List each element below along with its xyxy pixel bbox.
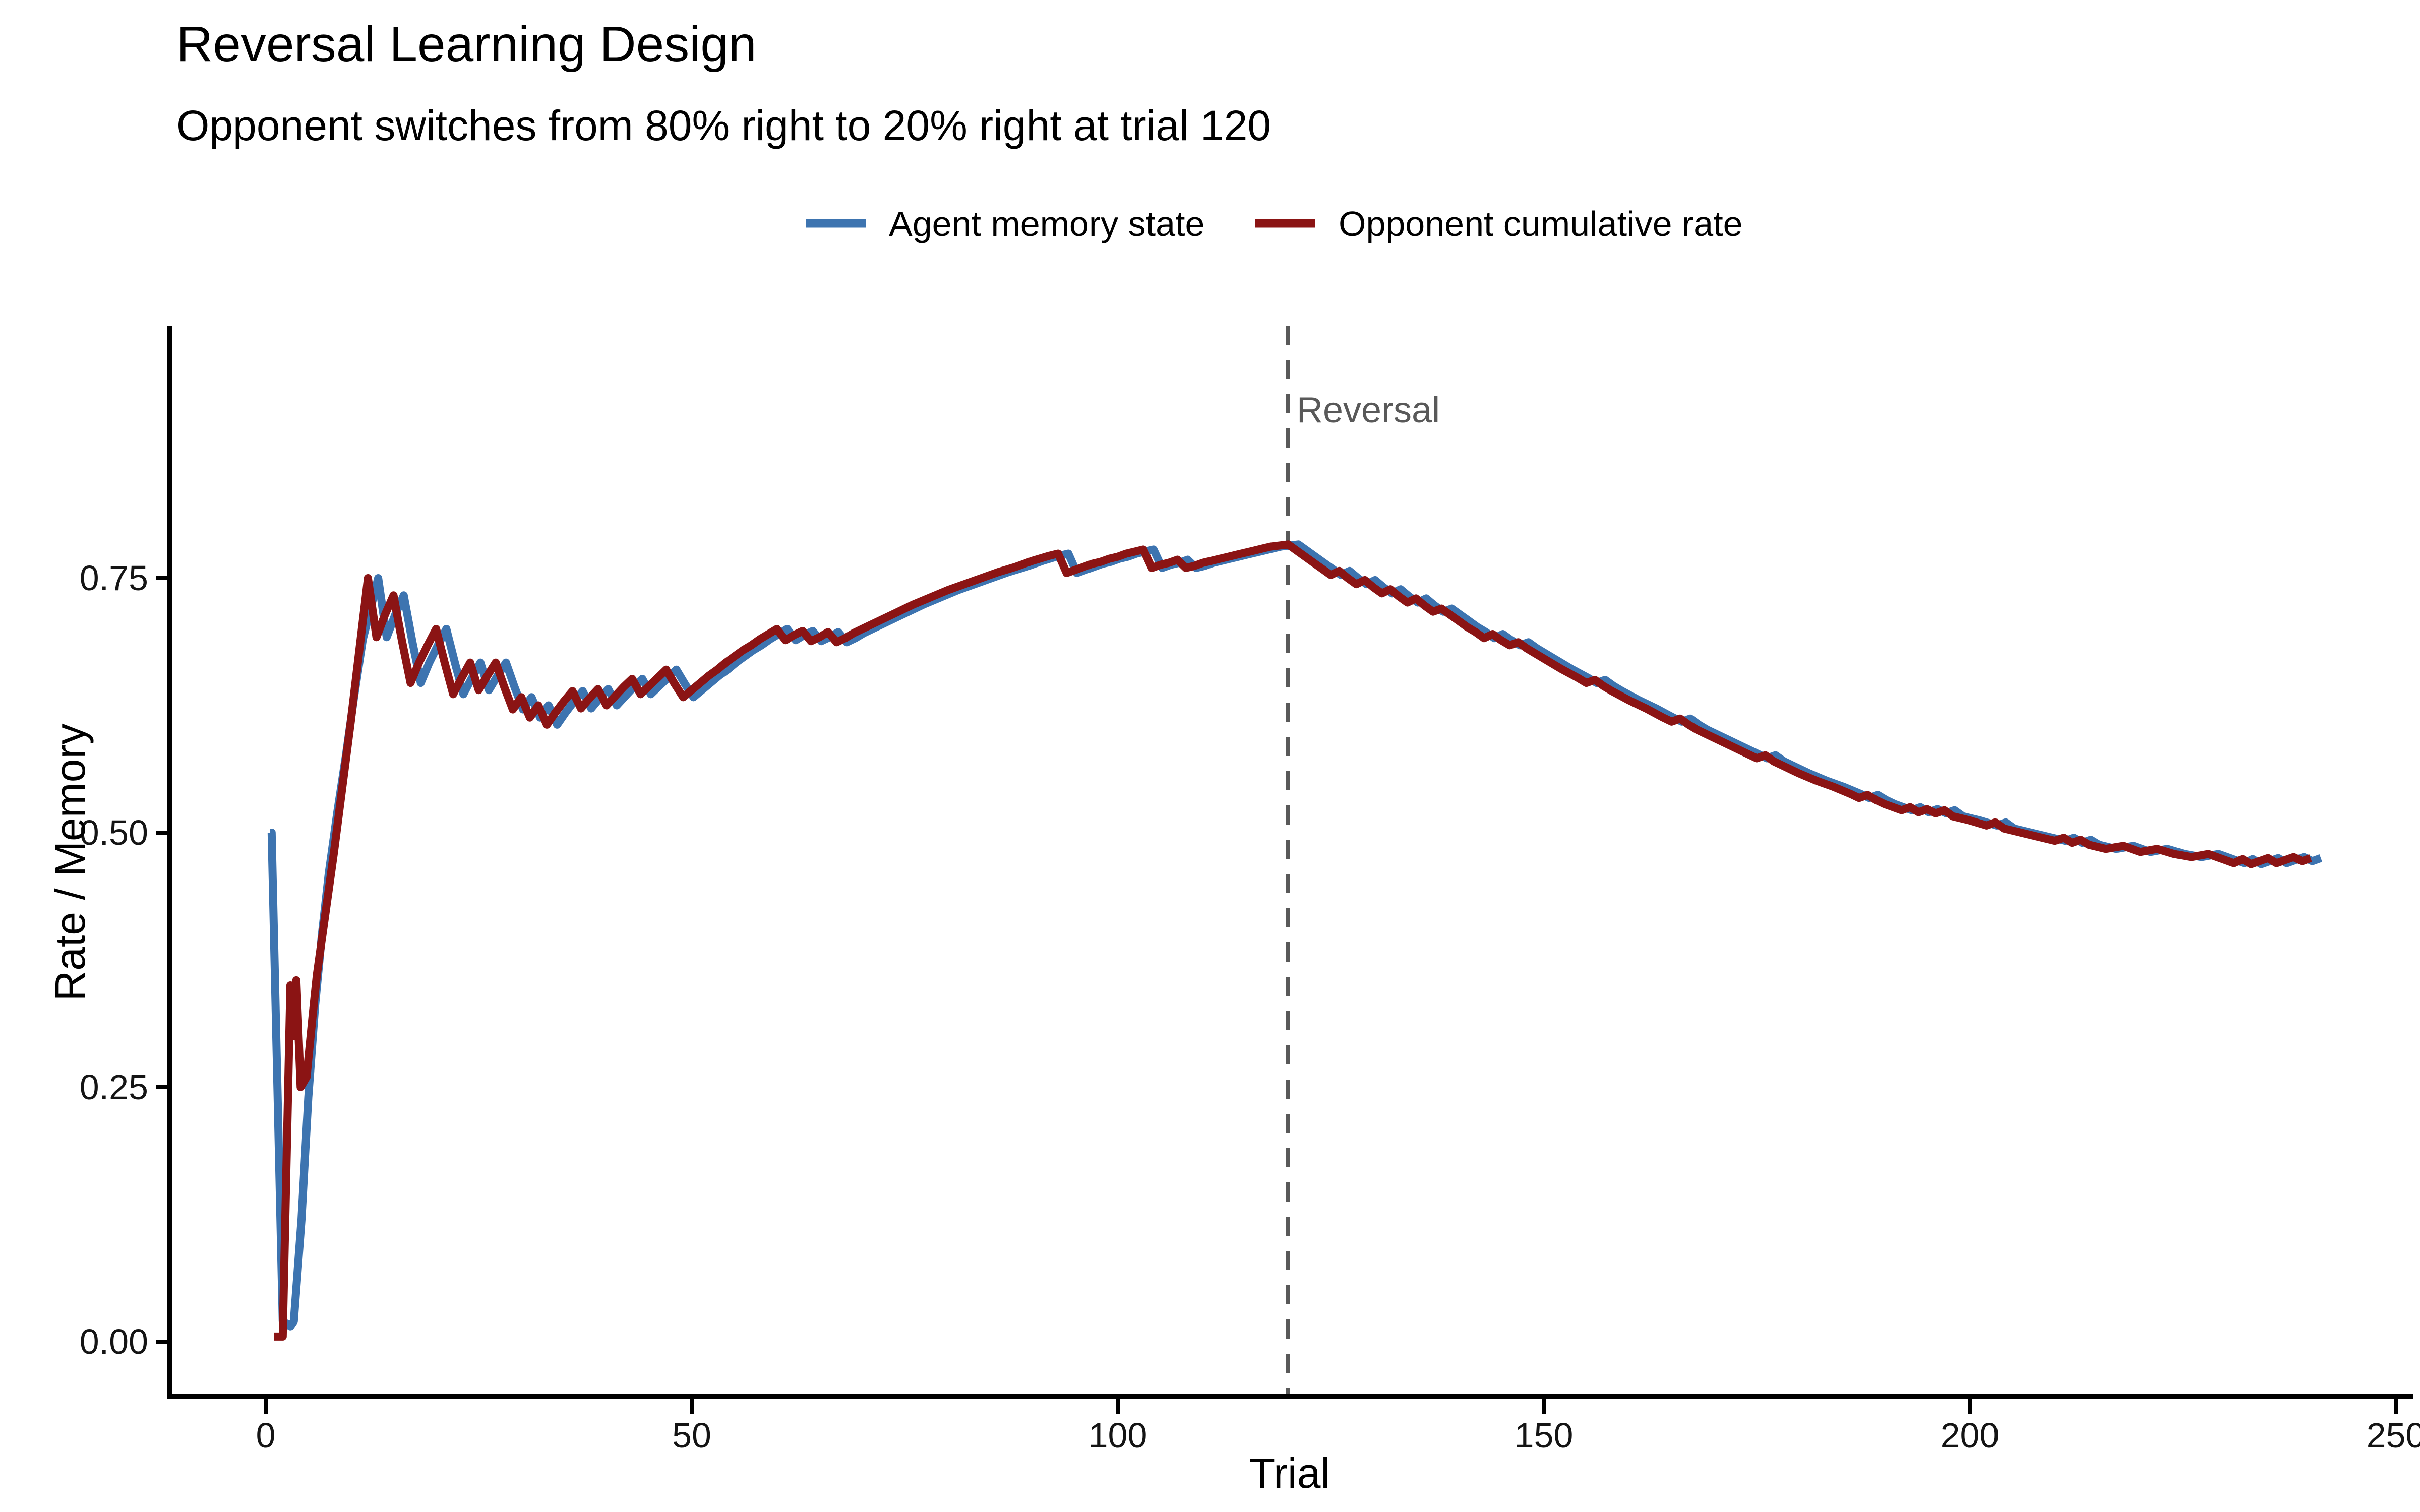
x-axis-tick-label: 50 xyxy=(672,1416,711,1455)
y-axis-tick-label: 0.75 xyxy=(80,558,148,598)
legend-label-opponent-rate: Opponent cumulative rate xyxy=(1339,204,1743,243)
y-axis-tick-label: 0.50 xyxy=(80,813,148,852)
y-axis-title: Rate / Memory xyxy=(46,724,94,1001)
y-axis-tick-label: 0.00 xyxy=(80,1322,148,1361)
series-line-opponent-cumulative-rate xyxy=(274,540,2312,1341)
x-axis-tick-label: 0 xyxy=(256,1416,276,1455)
legend: Agent memory state Opponent cumulative r… xyxy=(806,204,1743,243)
y-axis-tick-label: 0.25 xyxy=(80,1067,148,1107)
chart-title: Reversal Learning Design xyxy=(176,16,757,73)
legend-item-opponent-rate: Opponent cumulative rate xyxy=(1255,204,1743,243)
legend-item-agent-memory: Agent memory state xyxy=(806,204,1204,243)
reversal-annotation: Reversal xyxy=(1297,390,1440,430)
x-axis-title: Trial xyxy=(1249,1450,1330,1497)
plot-panel: 0 50 100 150 200 250 0.00 0.25 0.50 0.75 xyxy=(80,326,2420,1455)
x-axis-tick-label: 250 xyxy=(2367,1416,2420,1455)
x-axis-tick-label: 150 xyxy=(1515,1416,1574,1455)
x-axis-tick-label: 200 xyxy=(1941,1416,2000,1455)
chart-subtitle: Opponent switches from 80% right to 20% … xyxy=(176,102,1271,149)
x-axis-tick-label: 100 xyxy=(1088,1416,1147,1455)
legend-label-agent-memory: Agent memory state xyxy=(889,204,1204,243)
series-line-agent-memory-state xyxy=(267,540,2323,1331)
